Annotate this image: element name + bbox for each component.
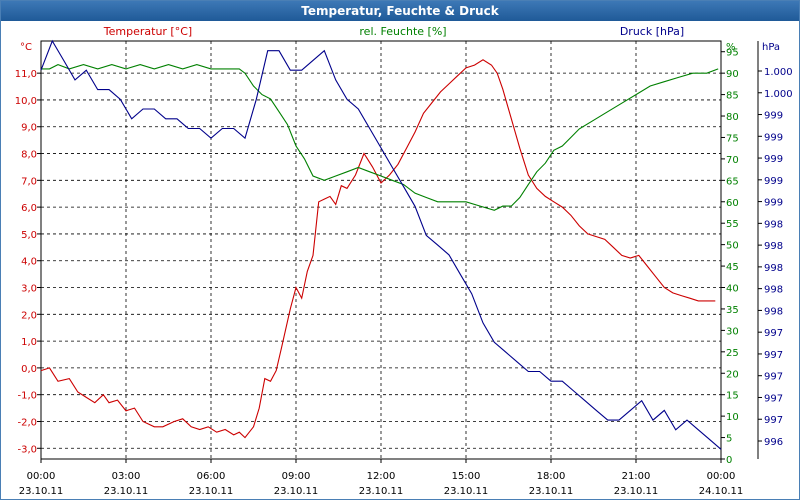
x-tick-label-time: 12:00: [367, 471, 396, 482]
y-tick-label-pressure: 997: [764, 393, 783, 404]
x-tick-label-date: 23.10.11: [274, 486, 319, 497]
x-tick-label-time: 18:00: [537, 471, 566, 482]
x-tick-label-date: 23.10.11: [529, 486, 574, 497]
x-tick-label-date: 23.10.11: [614, 486, 659, 497]
y-tick-label-humidity: 65: [726, 176, 739, 187]
series-line-right1: [41, 63, 719, 211]
y-tick-label-temp: -3,0: [17, 444, 37, 455]
y-tick-label-humidity: 15: [726, 391, 739, 402]
y-tick-label-temp: 0,0: [21, 364, 37, 375]
y-tick-label-pressure: 999: [764, 132, 783, 143]
y-tick-label-humidity: 90: [726, 69, 739, 80]
y-tick-label-temp: 10,0: [15, 96, 37, 107]
y-tick-label-temp: -2,0: [17, 417, 37, 428]
y-tick-label-temp: -1,0: [17, 391, 37, 402]
y-tick-label-pressure: 999: [764, 198, 783, 209]
y-tick-label-humidity: 0: [726, 455, 732, 466]
y-tick-label-pressure: 998: [764, 241, 783, 252]
y-tick-label-temp: 1,0: [21, 337, 37, 348]
y-tick-label-temp: 9,0: [21, 123, 37, 134]
y-tick-label-humidity: 45: [726, 262, 739, 273]
y-tick-label-temp: 5,0: [21, 230, 37, 241]
y-tick-label-temp: 8,0: [21, 150, 37, 161]
y-tick-label-pressure: 998: [764, 285, 783, 296]
x-tick-label-date: 24.10.11: [699, 486, 744, 497]
y-tick-label-pressure: 999: [764, 176, 783, 187]
y-tick-label-pressure: 996: [764, 437, 783, 448]
x-tick-label-time: 00:00: [27, 471, 56, 482]
series-line-left: [40, 59, 716, 439]
y-tick-label-humidity: 10: [726, 412, 739, 423]
y-tick-label-pressure: 998: [764, 306, 783, 317]
y-tick-label-humidity: 5: [726, 434, 732, 445]
x-tick-label-date: 23.10.11: [19, 486, 64, 497]
y-tick-label-temp: 2,0: [21, 310, 37, 321]
y-tick-label-pressure: 997: [764, 328, 783, 339]
unit-label-humidity: %: [726, 42, 736, 53]
y-tick-label-humidity: 30: [726, 326, 739, 337]
y-tick-label-temp: 7,0: [21, 176, 37, 187]
x-tick-label-date: 23.10.11: [444, 486, 489, 497]
y-tick-label-temp: 3,0: [21, 284, 37, 295]
y-tick-label-humidity: 25: [726, 348, 739, 359]
y-tick-label-temp: 6,0: [21, 203, 37, 214]
y-tick-label-humidity: 40: [726, 284, 739, 295]
unit-label-temp: °C: [20, 42, 32, 53]
y-tick-label-pressure: 998: [764, 219, 783, 230]
y-tick-label-humidity: 60: [726, 198, 739, 209]
x-tick-label-date: 23.10.11: [189, 486, 234, 497]
y-tick-label-humidity: 55: [726, 219, 739, 230]
y-tick-label-pressure: 1.000: [764, 67, 793, 78]
x-tick-label-date: 23.10.11: [104, 486, 149, 497]
series-line-right2: [40, 39, 722, 450]
y-tick-label-humidity: 70: [726, 155, 739, 166]
y-tick-label-pressure: 999: [764, 111, 783, 122]
x-tick-label-time: 03:00: [112, 471, 141, 482]
x-tick-label-time: 06:00: [197, 471, 226, 482]
chart-title: Temperatur, Feuchte & Druck: [1, 1, 799, 21]
y-tick-label-pressure: 997: [764, 372, 783, 383]
y-tick-label-pressure: 997: [764, 350, 783, 361]
y-tick-label-humidity: 50: [726, 241, 739, 252]
axis-label-pressure: Druck [hPa]: [620, 25, 684, 38]
x-tick-label-time: 00:00: [707, 471, 736, 482]
y-tick-label-pressure: 1.000: [764, 89, 793, 100]
y-tick-label-humidity: 85: [726, 91, 739, 102]
x-tick-label-date: 23.10.11: [359, 486, 404, 497]
y-tick-label-pressure: 997: [764, 415, 783, 426]
y-tick-label-pressure: 998: [764, 263, 783, 274]
x-tick-label-time: 21:00: [622, 471, 651, 482]
y-tick-label-humidity: 75: [726, 133, 739, 144]
x-tick-label-time: 15:00: [452, 471, 481, 482]
axis-label-humidity: rel. Feuchte [%]: [359, 25, 446, 38]
y-tick-label-humidity: 80: [726, 112, 739, 123]
unit-label-pressure: hPa: [762, 42, 780, 53]
y-tick-label-humidity: 20: [726, 369, 739, 380]
y-tick-label-temp: 11,0: [15, 69, 37, 80]
y-tick-label-humidity: 35: [726, 305, 739, 316]
axis-label-temp: Temperatur [°C]: [103, 25, 192, 38]
y-tick-label-temp: 4,0: [21, 257, 37, 268]
y-tick-label-humidity: 95: [726, 48, 739, 59]
x-tick-label-time: 09:00: [282, 471, 311, 482]
y-tick-label-pressure: 999: [764, 154, 783, 165]
